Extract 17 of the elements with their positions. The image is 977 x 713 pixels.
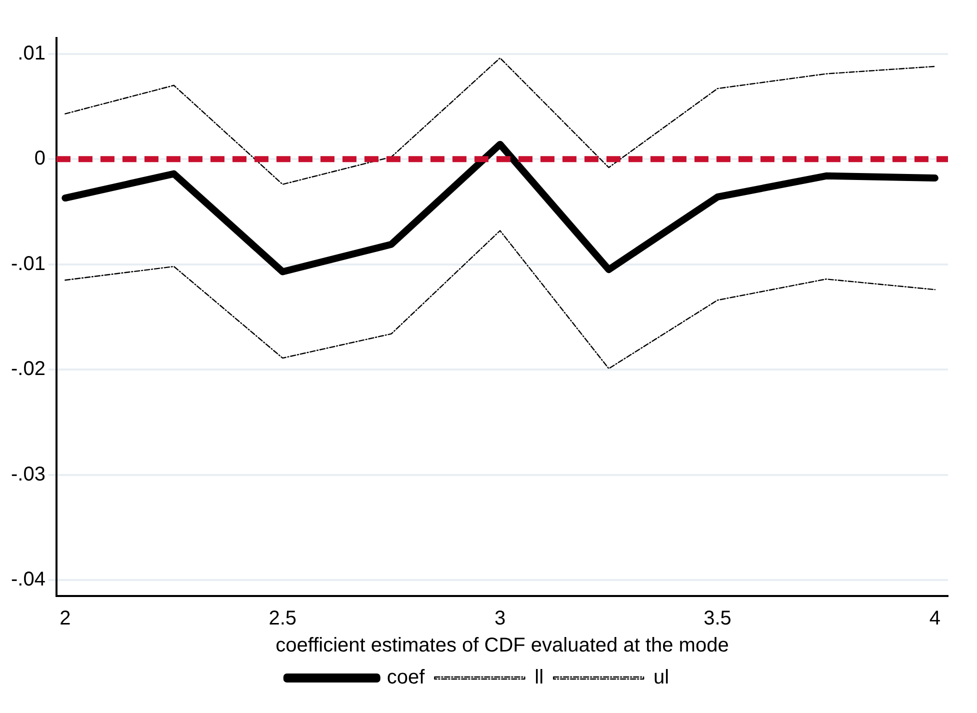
y-tick-label: -.04 [10,568,46,591]
line-series [64,230,936,370]
y-tick-label: 0 [34,148,46,170]
y-tick-label: -.03 [10,463,46,486]
x-tick-label: 3 [494,608,506,630]
x-tick-label: 4 [929,608,941,630]
x-tick-label: 3.5 [704,608,732,630]
x-tick-label: 2 [60,608,71,630]
legend-label: ul [654,666,670,689]
line-series [64,57,936,185]
y-tick-label: -.01 [10,252,46,275]
legend-label: ll [534,666,544,689]
y-tick-label: .01 [18,42,46,64]
legend-label: coef [386,666,426,689]
x-axis-title: coefficient estimates of CDF evaluated at the mode [276,634,729,657]
y-tick-label: -.02 [10,358,46,380]
x-tick-label: 2.5 [268,608,297,630]
